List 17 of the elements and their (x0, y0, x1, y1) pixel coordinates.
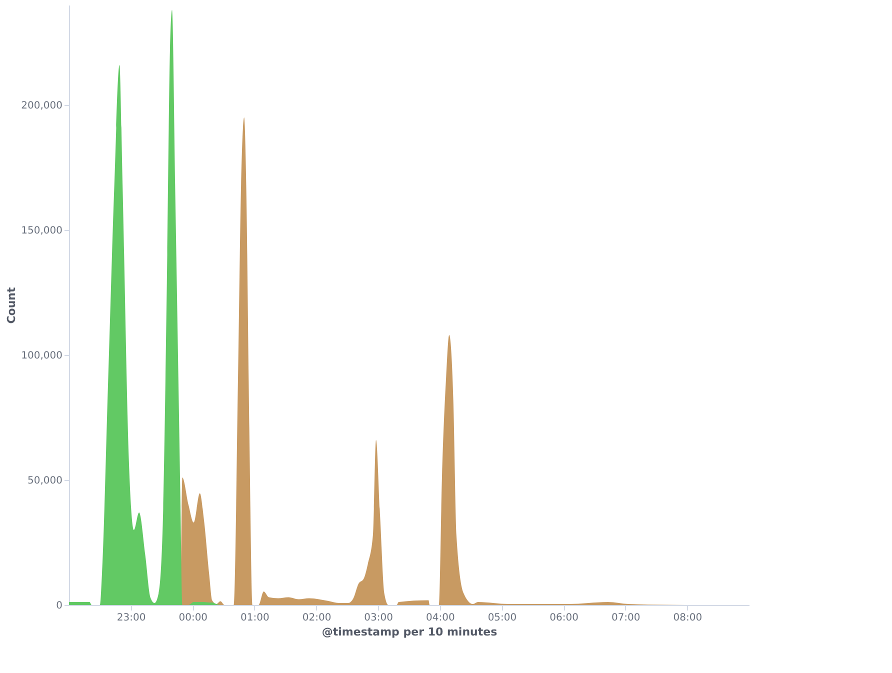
x-tick-label: 23:00 (116, 612, 146, 624)
y-tick-label: 150,000 (21, 226, 62, 236)
x-tick-label: 08:00 (673, 612, 702, 624)
y-axis-title: Count (5, 287, 18, 324)
x-tick-label: 05:00 (488, 612, 517, 624)
x-tick-label: 01:00 (240, 612, 270, 624)
y-tick-label: 200,000 (21, 100, 62, 112)
x-tick-label: 02:00 (302, 612, 332, 624)
x-tick-label: 04:00 (426, 612, 455, 624)
y-tick-label: 50,000 (28, 476, 62, 486)
y-tick-label: 100,000 (21, 350, 62, 362)
x-axis-title: @timestamp per 10 minutes (322, 626, 498, 638)
x-tick-label: 00:00 (178, 612, 208, 624)
x-tick-label: 03:00 (364, 612, 394, 624)
x-tick-label: 06:00 (550, 612, 578, 624)
x-tick-label: 07:00 (611, 612, 640, 624)
y-tick-label: 0 (56, 600, 62, 612)
